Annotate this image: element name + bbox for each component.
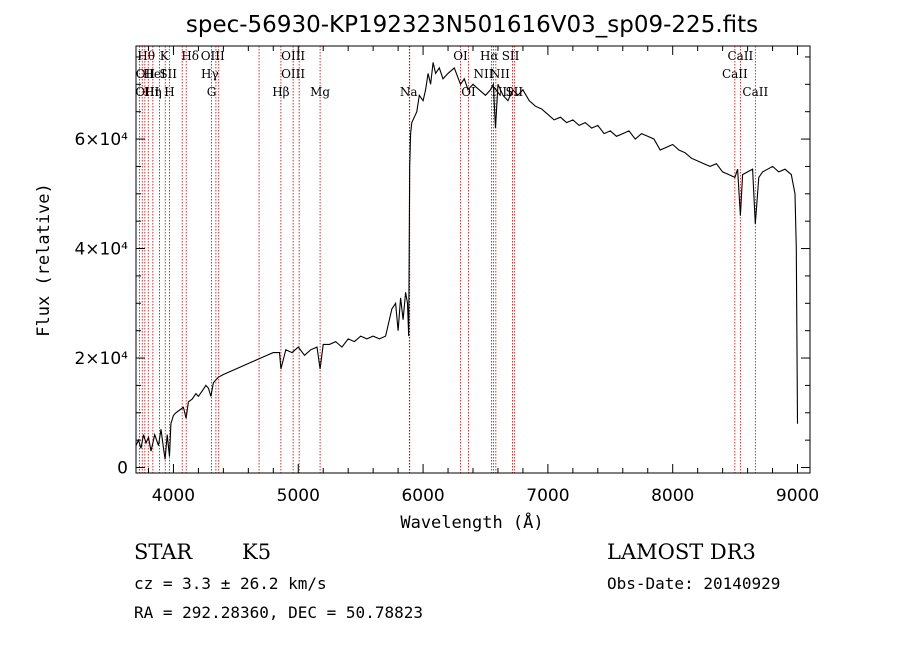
spectral-line-label: G: [207, 85, 217, 99]
x-tick-label: 7000: [526, 486, 569, 506]
x-tick-label: 5000: [277, 486, 320, 506]
spectral-line-label: Hβ: [272, 85, 289, 99]
spectral-line-label: OIII: [201, 49, 225, 63]
spectral-line-label: OIII: [281, 67, 305, 81]
spectral-line-label: SII: [502, 49, 520, 63]
chart-title: spec-56930-KP192323N501616V03_sp09-225.f…: [186, 12, 758, 38]
spectral-line-label: NII: [490, 67, 510, 81]
spectral-line-label: OII: [136, 67, 156, 81]
spectral-line-label: Hα: [480, 49, 499, 63]
x-axis-label: Wavelength (Å): [400, 511, 543, 533]
spectral-line-label: Hγ: [201, 67, 219, 81]
y-tick-label: 0: [117, 459, 128, 479]
spectral-line-label: OI: [453, 49, 468, 63]
spectral-line-label: Hθ: [137, 49, 155, 63]
survey-name: LAMOST DR3: [607, 540, 756, 564]
spectral-line-label: Hδ: [181, 49, 199, 63]
y-axis: 0 2×10⁴ 4×10⁴ 6×10⁴: [74, 56, 810, 479]
spectral-line-label: NII: [473, 67, 493, 81]
spectral-line-label: SII: [159, 67, 177, 81]
x-axis: 4000 5000 6000 7000 8000 9000: [147, 46, 819, 506]
x-tick-label: 9000: [776, 486, 819, 506]
spectral-line-label: OIII: [135, 85, 159, 99]
spectral-line-label: Na: [400, 85, 418, 99]
spectral-line-label: OI: [461, 85, 476, 99]
spectral-line-label: OIII: [281, 49, 305, 63]
y-axis-label: Flux (relative): [34, 183, 54, 337]
coordinates-text: RA = 292.28360, DEC = 50.78823: [134, 603, 423, 622]
spectral-line-label: CaII: [722, 67, 748, 81]
y-tick-label: 2×10⁴: [74, 349, 128, 369]
spectral-line-label: Hη: [144, 85, 162, 99]
object-class: STAR: [134, 540, 193, 564]
plot-frame: [135, 45, 811, 474]
y-tick-label: 4×10⁴: [74, 240, 128, 260]
spectral-line-markers: [138, 46, 756, 473]
spectral-line-label: Mg: [310, 85, 330, 99]
x-tick-label: 4000: [152, 486, 195, 506]
y-tick-label: 6×10⁴: [74, 130, 128, 150]
spectral-line-label: CaII: [727, 49, 753, 63]
spectral-line-label: CaII: [742, 85, 768, 99]
x-tick-label: 8000: [651, 486, 694, 506]
redshift-text: cz = 3.3 ± 26.2 km/s: [134, 574, 327, 593]
x-tick-label: 6000: [401, 486, 444, 506]
spectral-line-label: H: [164, 85, 174, 99]
spectral-line-label: K: [160, 49, 170, 63]
obs-date-text: Obs-Date: 20140929: [607, 574, 781, 593]
object-subclass: K5: [242, 540, 272, 564]
spectral-line-label: HeI: [143, 67, 166, 81]
spectrum-line: [135, 62, 799, 460]
